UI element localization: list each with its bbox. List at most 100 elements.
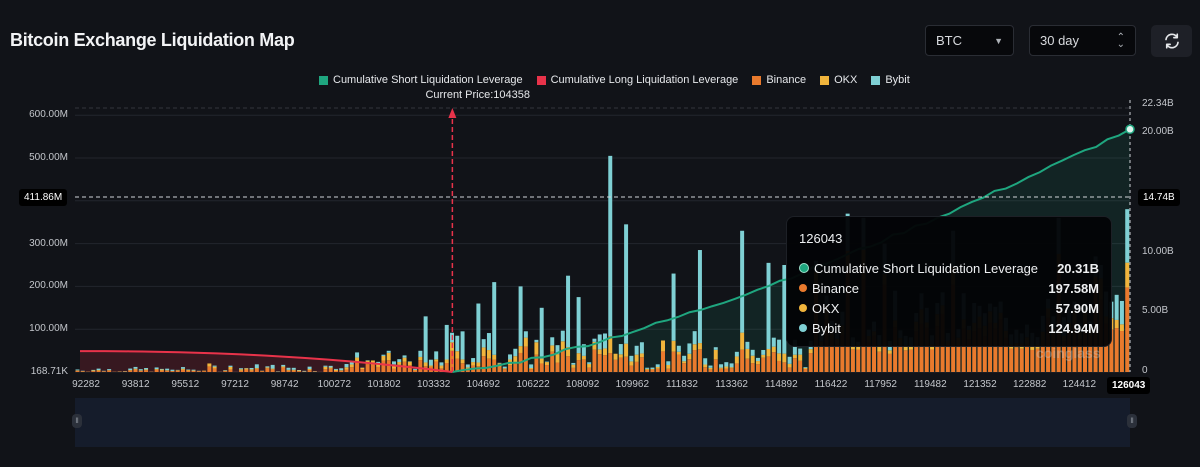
bar-okx <box>428 365 433 367</box>
up-down-chevron-icon: ⌃ ⌄ <box>1116 31 1125 50</box>
bar-binance <box>513 362 518 372</box>
bar-binance <box>856 349 861 372</box>
refresh-button[interactable] <box>1151 25 1192 57</box>
bar-bybit <box>571 362 576 365</box>
bar-bybit <box>539 307 544 359</box>
bar-binance <box>908 349 913 372</box>
bar-bybit <box>349 361 354 365</box>
bar-binance <box>560 349 565 372</box>
legend-swatch <box>536 75 546 85</box>
bar-okx <box>740 332 745 350</box>
bar-binance <box>497 366 502 372</box>
bar-okx <box>555 354 560 363</box>
bar-binance <box>840 334 845 372</box>
y-right-tick-label: 0 <box>1142 365 1148 376</box>
bar-binance <box>624 356 629 372</box>
bar-bybit <box>191 369 196 371</box>
bar-binance <box>144 370 149 372</box>
bar-bybit <box>254 364 259 369</box>
bar-binance <box>666 368 671 372</box>
bar-okx <box>486 350 491 359</box>
series-dot-icon <box>799 304 807 312</box>
legend-okx[interactable]: OKX <box>820 74 857 86</box>
x-tick-label: 113362 <box>715 379 748 390</box>
bar-bybit <box>212 365 217 367</box>
bar-binance <box>1051 334 1056 372</box>
bar-binance <box>893 327 898 372</box>
bar-binance <box>418 360 423 372</box>
bar-bybit <box>239 368 243 370</box>
bar-bybit <box>154 367 159 370</box>
bar-binance <box>181 369 185 372</box>
bar-bybit <box>423 316 428 363</box>
bar-binance <box>1009 348 1014 372</box>
period-select[interactable]: 30 day ⌃ ⌄ <box>1029 25 1136 56</box>
bar-bybit <box>1125 209 1130 263</box>
bar-okx <box>181 368 185 370</box>
bar-binance <box>207 366 212 372</box>
x-tick-label: 101802 <box>367 379 401 390</box>
bar-bybit <box>355 352 360 358</box>
bar-binance <box>455 358 460 372</box>
zoom-handle-left[interactable]: ll <box>72 414 82 428</box>
bar-okx <box>560 341 565 350</box>
bar-binance <box>333 370 338 372</box>
bar-bybit <box>566 275 571 348</box>
bar-bybit <box>170 369 175 371</box>
bar-bybit <box>734 351 739 357</box>
bar-okx <box>349 364 354 368</box>
bar-okx <box>286 369 291 371</box>
bar-binance <box>186 370 191 372</box>
bar-bybit <box>165 368 170 371</box>
series-dot-icon <box>799 324 807 332</box>
tooltip-row-okx: OKX 57.90M <box>799 298 1099 318</box>
coin-select[interactable]: BTC ▼ <box>925 25 1014 56</box>
bar-okx <box>808 349 813 354</box>
coin-select-value: BTC <box>936 33 962 48</box>
chart-legend: Cumulative Short Liquidation Leverage Cu… <box>319 74 924 86</box>
bar-binance <box>291 370 296 372</box>
legend-long[interactable]: Cumulative Long Liquidation Leverage <box>536 74 738 86</box>
bar-bybit <box>798 348 803 355</box>
zoom-slider[interactable] <box>75 398 1130 447</box>
bar-binance <box>956 345 961 372</box>
bar-bybit <box>761 349 766 355</box>
bar-bybit <box>592 338 597 342</box>
zoom-handle-right[interactable]: ll <box>1127 414 1137 428</box>
tooltip-value: 124.94M <box>1048 320 1099 336</box>
bar-binance <box>281 367 286 372</box>
short-line-endpoint <box>1125 124 1135 135</box>
bar-bybit <box>771 337 776 347</box>
bar-bybit <box>460 331 465 360</box>
bar-binance <box>413 370 418 372</box>
bar-okx <box>544 362 549 366</box>
bar-bybit <box>639 342 644 354</box>
bar-okx <box>518 346 523 353</box>
bar-okx <box>344 367 349 370</box>
bar-okx <box>671 340 676 352</box>
y-left-tick-label: 200.00M <box>29 280 68 292</box>
bar-binance <box>719 368 724 372</box>
bar-okx <box>492 354 497 360</box>
legend-bybit[interactable]: Bybit <box>871 74 910 86</box>
bar-binance <box>165 370 170 372</box>
bar-binance <box>566 356 571 372</box>
bar-bybit <box>534 339 539 343</box>
bar-okx <box>724 366 729 369</box>
bar-okx <box>566 347 571 357</box>
bar-binance <box>708 369 713 372</box>
bar-binance <box>924 327 929 372</box>
long-cumulative-line <box>79 350 453 373</box>
bar-binance <box>687 359 692 372</box>
bar-bybit <box>333 368 338 370</box>
bar-binance <box>486 358 491 372</box>
legend-short[interactable]: Cumulative Short Liquidation Leverage <box>319 74 523 86</box>
bar-binance <box>1035 348 1040 372</box>
bar-binance <box>265 368 270 372</box>
bar-binance <box>819 346 824 372</box>
bar-binance <box>397 364 402 372</box>
tooltip-row-short: Cumulative Short Liquidation Leverage 20.… <box>799 258 1099 278</box>
x-tick-label: 111832 <box>666 379 698 390</box>
legend-binance[interactable]: Binance <box>752 74 806 86</box>
x-tick-label: 95512 <box>171 379 200 390</box>
